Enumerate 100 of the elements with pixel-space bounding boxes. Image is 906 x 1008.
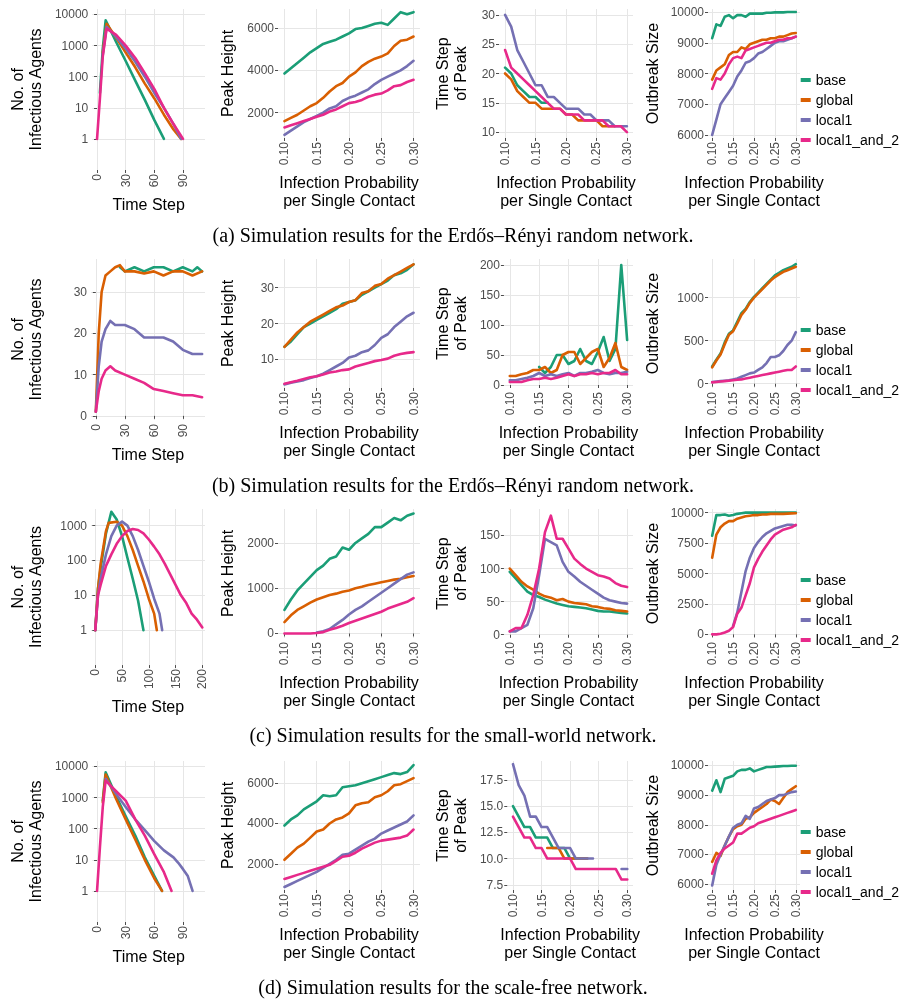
- y-tick-label: 8000: [677, 66, 705, 81]
- y-tick-label: 150: [479, 288, 501, 302]
- x-tick-label: 0.20: [747, 641, 761, 666]
- x-tick-label: 0.25: [374, 893, 389, 918]
- x-tick-label: 0.15: [309, 141, 324, 166]
- y-tick-label: 50: [486, 594, 501, 609]
- y-axis-title: No. of Infectious Agents: [8, 780, 44, 903]
- y-tick-label: 1000: [677, 290, 705, 305]
- x-tick-label: 0.25: [591, 893, 606, 918]
- y-axis-title: Outbreak Size: [643, 774, 661, 877]
- x-tick-label: 0.15: [726, 893, 741, 918]
- x-axis-title: Infection Probability per Single Contact: [498, 673, 639, 709]
- y-tick-label: 10000: [54, 759, 89, 774]
- x-tick-label: 30: [118, 925, 133, 940]
- legend-label: local1_and_2: [815, 884, 900, 900]
- x-axis-title: Time Step: [112, 947, 185, 965]
- x-tick-label: 0.30: [788, 641, 803, 666]
- y-tick-label: 150: [479, 528, 501, 543]
- x-tick-label: 0.10: [502, 391, 517, 416]
- y-tick-label: 1: [81, 883, 89, 898]
- y-tick-label: 0: [493, 378, 501, 392]
- y-tick-label: 0: [697, 627, 705, 642]
- y-tick-label: 20: [260, 316, 275, 331]
- text: (c) Simulation results for the small-world network.: [248, 724, 658, 747]
- x-tick-label: 0.20: [747, 893, 761, 918]
- legend-label: global: [815, 342, 854, 358]
- y-tick-label: 10: [481, 125, 496, 140]
- legend-label: local1: [815, 612, 853, 628]
- y-tick-label: 1: [80, 623, 88, 638]
- x-tick-label: 0.20: [342, 893, 356, 918]
- x-tick-label: 0.25: [767, 391, 782, 416]
- x-axis-title: Infection Probability per Single Contact: [279, 673, 419, 709]
- x-tick-label: 150: [168, 668, 183, 690]
- legend-label: global: [815, 92, 854, 108]
- y-axis-title: Outbreak Size: [643, 22, 661, 125]
- x-tick-label: 90: [176, 925, 191, 940]
- y-tick-label: 2500: [677, 596, 705, 611]
- y-tick-label: 200: [479, 258, 501, 272]
- y-tick-label: 8000: [677, 817, 705, 832]
- legend-label: global: [815, 592, 854, 608]
- y-tick-label: 15: [481, 95, 496, 110]
- y-tick-label: 10: [74, 100, 89, 115]
- y-axis-title: Time Step of Peak: [433, 287, 469, 360]
- x-tick-label: 0.25: [590, 391, 605, 416]
- y-tick-label: 100: [68, 69, 89, 84]
- x-tick-label: 30: [117, 423, 132, 438]
- y-axis-title: Time Step of Peak: [433, 789, 469, 862]
- x-tick-label: 0.20: [747, 141, 761, 166]
- x-tick-label: 0.15: [532, 391, 547, 416]
- x-tick-label: 0.30: [619, 141, 634, 166]
- y-axis-title: Time Step of Peak: [433, 37, 469, 110]
- y-tick-label: 1000: [247, 581, 275, 596]
- x-axis-title: Time Step: [111, 697, 185, 715]
- y-axis-title: No. of Infectious Agents: [8, 278, 44, 401]
- legend-label: base: [815, 322, 847, 338]
- x-tick-label: 0.25: [767, 141, 782, 166]
- x-tick-label: 0.30: [620, 641, 635, 666]
- y-tick-label: 30: [73, 285, 88, 300]
- x-axis-title: Infection Probability per Single Contact: [279, 173, 419, 209]
- y-axis-title: Time Step of Peak: [433, 537, 469, 610]
- x-tick-label: 30: [118, 173, 133, 188]
- y-tick-label: 7500: [677, 536, 705, 551]
- y-tick-label: 5000: [677, 566, 705, 581]
- x-axis-title: Infection Probability per Single Contact: [279, 925, 419, 961]
- x-axis-title: Time Step: [111, 445, 185, 463]
- x-tick-label: 50: [115, 668, 130, 683]
- x-tick-label: 0.20: [747, 391, 761, 416]
- y-tick-label: 10000: [670, 758, 705, 773]
- text: (a) Simulation results for the Erdős–Rényi random network.: [211, 224, 695, 247]
- x-tick-label: 0.10: [277, 141, 292, 166]
- y-tick-label: 4000: [247, 816, 275, 831]
- y-tick-label: 10: [74, 852, 89, 867]
- x-tick-label: 0.10: [705, 391, 720, 416]
- y-tick-label: 2000: [247, 856, 275, 871]
- y-tick-label: 20: [73, 326, 88, 341]
- x-tick-label: 0.30: [620, 893, 635, 918]
- legend-label: base: [815, 572, 847, 588]
- text: (d) Simulation results for the scale-free network.: [257, 976, 649, 999]
- x-tick-label: 0.30: [406, 141, 421, 166]
- y-tick-label: 100: [479, 561, 501, 576]
- x-axis-title: Time Step: [112, 195, 185, 213]
- x-tick-label: 0.15: [726, 391, 741, 416]
- x-tick-label: 0.30: [788, 391, 803, 416]
- y-tick-label: 100: [68, 821, 89, 836]
- x-tick-label: 0.20: [559, 141, 573, 166]
- x-tick-label: 0.30: [406, 641, 421, 666]
- x-tick-label: 0: [90, 173, 105, 181]
- x-tick-label: 0.10: [277, 893, 292, 918]
- legend-label: local1_and_2: [815, 632, 900, 648]
- x-tick-label: 60: [147, 925, 162, 940]
- x-tick-label: 90: [175, 423, 190, 438]
- x-tick-label: 0.30: [620, 391, 635, 416]
- y-tick-label: 17.5: [479, 772, 504, 787]
- legend-label: base: [815, 72, 847, 88]
- y-axis-title: Peak Height: [218, 29, 236, 118]
- y-axis-title: No. of Infectious Agents: [8, 28, 44, 151]
- y-tick-label: 100: [479, 318, 501, 332]
- x-tick-label: 0: [88, 423, 103, 431]
- x-tick-label: 0.15: [309, 641, 324, 666]
- y-tick-label: 6000: [677, 127, 705, 142]
